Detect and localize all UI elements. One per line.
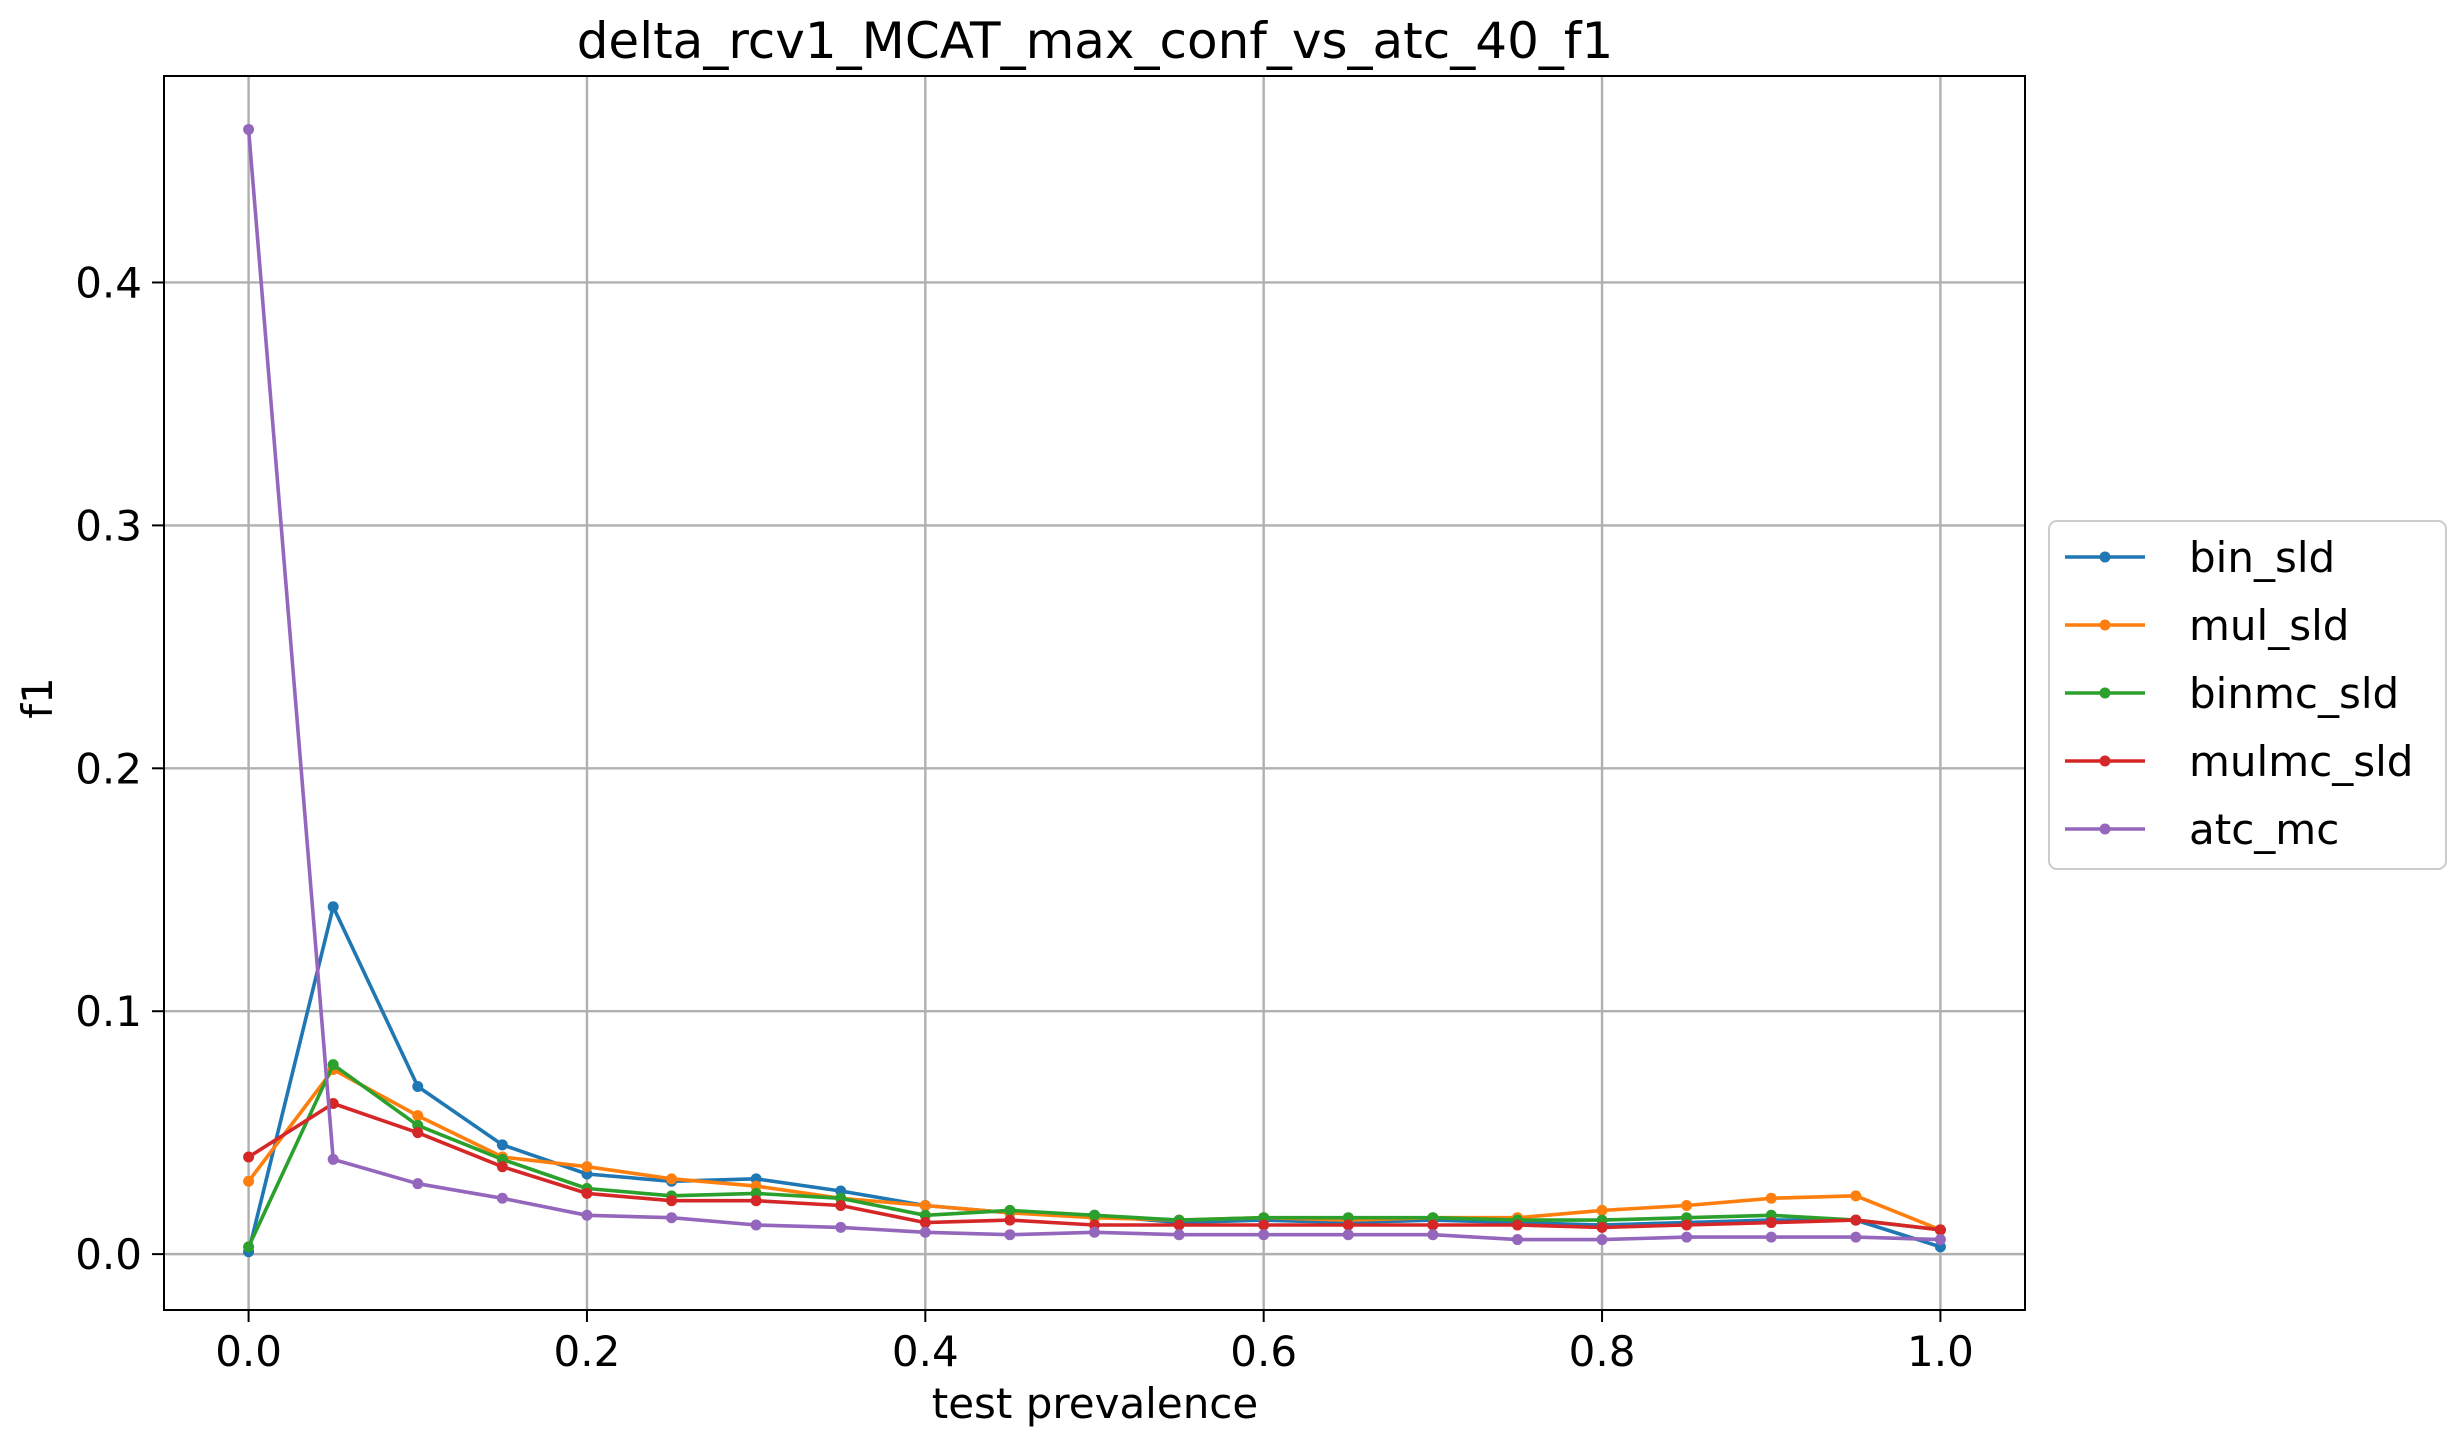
data-point-mul_sld [919, 1200, 931, 1212]
data-point-atc_mc [243, 123, 255, 135]
y-axis: 0.0 0.1 0.2 0.3 0.4 [75, 258, 164, 1279]
data-point-mulmc_sld [1004, 1214, 1016, 1226]
legend-item-mul_sld: mul_sld [2065, 601, 2349, 650]
data-point-mulmc_sld [1934, 1224, 1946, 1236]
data-point-mulmc_sld [1258, 1219, 1270, 1231]
data-point-mulmc_sld [1511, 1219, 1523, 1231]
data-point-atc_mc [835, 1221, 847, 1233]
data-point-atc_mc [1173, 1229, 1185, 1241]
legend-item-atc_mc: atc_mc [2065, 805, 2339, 854]
legend-label: mul_sld [2189, 601, 2349, 650]
data-point-mulmc_sld [1765, 1217, 1777, 1229]
data-point-mulmc_sld [496, 1161, 508, 1173]
legend-swatch-marker [2099, 687, 2111, 699]
legend-item-bin_sld: bin_sld [2065, 533, 2335, 582]
x-tick-label: 0.0 [215, 1327, 282, 1376]
legend-label: bin_sld [2189, 533, 2335, 582]
data-point-atc_mc [1850, 1231, 1862, 1243]
data-point-atc_mc [1765, 1231, 1777, 1243]
data-point-atc_mc [581, 1209, 593, 1221]
data-point-mulmc_sld [1850, 1214, 1862, 1226]
data-point-mulmc_sld [919, 1217, 931, 1229]
chart-title: delta_rcv1_MCAT_max_conf_vs_atc_40_f1 [577, 12, 1614, 70]
data-point-atc_mc [1934, 1234, 1946, 1246]
y-tick-label: 0.0 [75, 1230, 142, 1279]
data-point-atc_mc [1596, 1234, 1608, 1246]
data-point-atc_mc [750, 1219, 762, 1231]
legend-label: binmc_sld [2189, 669, 2399, 718]
series-layer [243, 123, 1946, 1258]
legend-box [2048, 520, 2447, 870]
data-point-atc_mc [327, 1153, 339, 1165]
data-point-atc_mc [496, 1192, 508, 1204]
data-point-binmc_sld [1004, 1204, 1016, 1216]
data-point-mul_sld [1850, 1190, 1862, 1202]
y-axis-label: f1 [13, 677, 62, 719]
data-point-mulmc_sld [1427, 1219, 1439, 1231]
data-point-binmc_sld [1089, 1209, 1100, 1221]
data-point-mulmc_sld [1342, 1219, 1354, 1231]
data-point-atc_mc [412, 1178, 424, 1190]
data-point-atc_mc [666, 1212, 678, 1224]
x-tick-label: 0.8 [1569, 1327, 1636, 1376]
data-point-atc_mc [1511, 1234, 1523, 1246]
data-point-mulmc_sld [666, 1195, 678, 1207]
data-point-mul_sld [666, 1173, 678, 1185]
data-point-bin_sld [496, 1139, 508, 1151]
data-point-mul_sld [1765, 1192, 1777, 1204]
data-point-mulmc_sld [581, 1187, 593, 1199]
x-tick-label: 0.4 [892, 1327, 959, 1376]
legend: bin_sld mul_sld binmc_sld mulmc_sld atc_mc [2048, 520, 2447, 870]
data-point-atc_mc [1089, 1226, 1100, 1238]
y-tick-label: 0.3 [75, 501, 142, 550]
data-point-mul_sld [1681, 1200, 1693, 1212]
legend-item-mulmc_sld: mulmc_sld [2065, 737, 2413, 786]
y-tick-label: 0.4 [75, 258, 142, 307]
x-tick-label: 1.0 [1907, 1327, 1974, 1376]
x-tick-label: 0.6 [1230, 1327, 1297, 1376]
data-point-atc_mc [1342, 1229, 1354, 1241]
data-point-binmc_sld [243, 1241, 255, 1253]
data-point-atc_mc [1004, 1229, 1016, 1241]
legend-item-binmc_sld: binmc_sld [2065, 669, 2399, 718]
data-point-mulmc_sld [750, 1195, 762, 1207]
legend-swatch-marker [2099, 755, 2111, 767]
data-point-atc_mc [919, 1226, 931, 1238]
data-point-atc_mc [1681, 1231, 1693, 1243]
data-point-mulmc_sld [1681, 1219, 1693, 1231]
y-tick-label: 0.1 [75, 987, 142, 1036]
data-point-mulmc_sld [835, 1200, 847, 1212]
legend-swatch-marker [2099, 619, 2111, 631]
y-tick-label: 0.2 [75, 744, 142, 793]
plot-frame [163, 75, 2026, 1311]
data-point-mulmc_sld [1596, 1221, 1608, 1233]
legend-label: atc_mc [2189, 805, 2339, 854]
grid [164, 76, 2025, 1310]
data-point-mul_sld [412, 1110, 424, 1122]
data-point-mul_sld [1596, 1204, 1608, 1216]
data-point-mulmc_sld [412, 1127, 424, 1139]
x-axis-label: test prevalence [932, 1379, 1259, 1428]
data-point-mulmc_sld [1173, 1219, 1185, 1231]
x-axis: 0.0 0.2 0.4 0.6 0.8 1.0 [215, 1310, 1974, 1376]
data-point-mul_sld [243, 1175, 255, 1187]
legend-label: mulmc_sld [2189, 737, 2413, 786]
data-point-atc_mc [1427, 1229, 1439, 1241]
data-point-mulmc_sld [243, 1151, 255, 1163]
data-point-binmc_sld [327, 1059, 339, 1071]
data-point-bin_sld [327, 901, 339, 913]
legend-swatch-marker [2099, 551, 2111, 563]
x-tick-label: 0.2 [554, 1327, 621, 1376]
data-point-mul_sld [581, 1161, 593, 1173]
series-atc_mc [243, 123, 1946, 1246]
data-point-bin_sld [412, 1081, 424, 1093]
legend-swatch-marker [2099, 823, 2111, 835]
data-point-atc_mc [1258, 1229, 1270, 1241]
